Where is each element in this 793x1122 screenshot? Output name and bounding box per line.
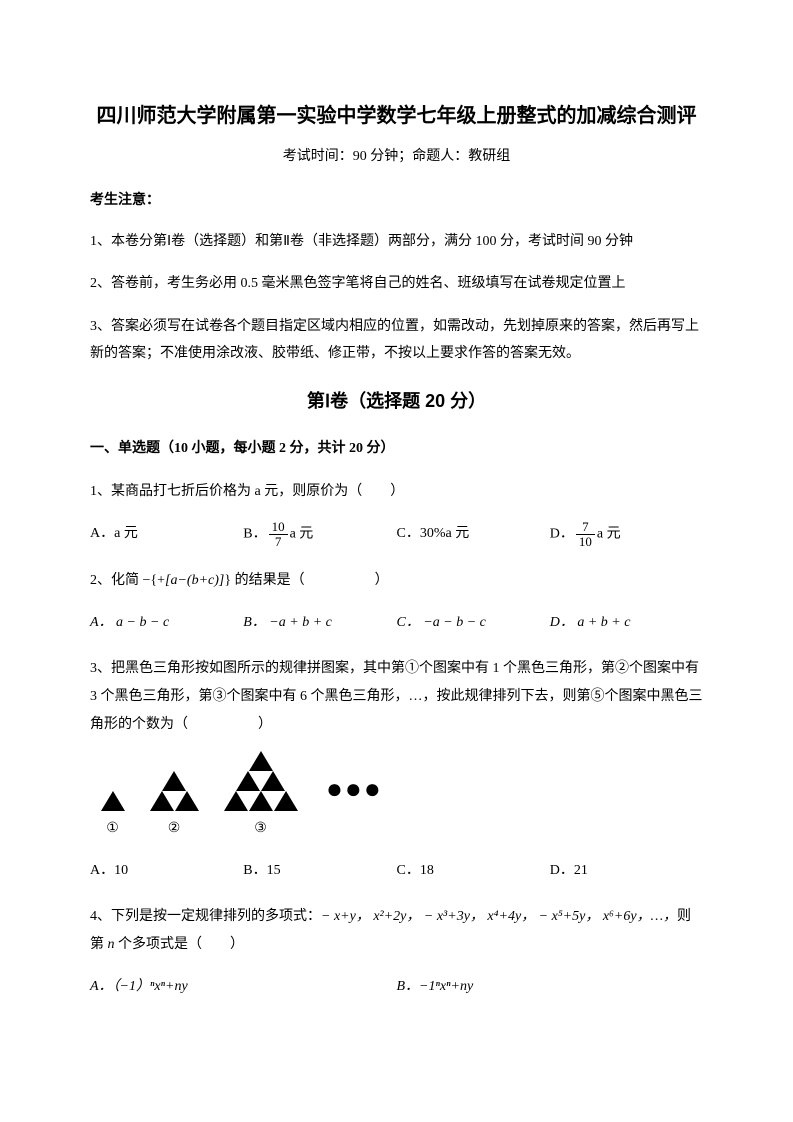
q3-fig-1-stack: [100, 791, 125, 811]
q3-option-c: C．18: [397, 857, 550, 885]
q1-optb-suffix: a 元: [290, 527, 314, 542]
q4-seq: − x+y， x²+2y， − x³+3y， x⁴+4y， − x⁵+5y， x…: [321, 909, 677, 924]
q3-stem: 3、把黑色三角形按如图所示的规律拼图案，其中第①个图案中有 1 个黑色三角形，第…: [90, 655, 703, 739]
triangle-icon: [261, 771, 285, 791]
q1-optd-den: 10: [576, 535, 595, 549]
q3-fig-1-label: ①: [100, 815, 125, 843]
q3-fig-2-stack: [149, 771, 199, 811]
q1-optb-den: 7: [269, 535, 288, 549]
q1-opta-prefix: A．: [90, 526, 114, 541]
q4-stem: 4、下列是按一定规律排列的多项式：− x+y， x²+2y， − x³+3y， …: [90, 903, 703, 959]
triangle-icon: [274, 791, 298, 811]
q3-option-b: B．15: [243, 857, 396, 885]
q1-option-d: D．710a 元: [550, 520, 703, 548]
question-4: 4、下列是按一定规律排列的多项式：− x+y， x²+2y， − x³+3y， …: [90, 903, 703, 1001]
q3-fig-3-stack: [223, 751, 298, 811]
q1-options: A．a 元 B．107a 元 C．30%a 元 D．710a 元: [90, 520, 703, 548]
q1-optd-suffix: a 元: [597, 527, 621, 542]
q2-stem-prefix: 2、化简 −{+: [90, 573, 165, 588]
q1-option-c: C．30%a 元: [397, 520, 550, 548]
q1-optd-fraction: 710: [576, 520, 595, 548]
exam-subtitle: 考试时间：90 分钟；命题人：教研组: [90, 146, 703, 168]
q3-fig-2: ②: [149, 771, 199, 843]
triangle-icon: [249, 791, 273, 811]
q2-option-d: D． a + b + c: [550, 609, 703, 637]
q2-stem-suffix: } 的结果是（ ）: [224, 573, 388, 588]
q1-optb-num: 10: [269, 520, 288, 535]
q4-stem-prefix: 4、下列是按一定规律排列的多项式：: [90, 909, 321, 924]
q4-var-n: n: [108, 937, 115, 952]
q1-optb-prefix: B．: [243, 527, 266, 542]
notice-heading: 考生注意：: [90, 190, 703, 212]
q3-figure: ① ② ③ ●●●: [100, 751, 703, 843]
q2-stem: 2、化简 −{+[a−(b+c)]} 的结果是（ ）: [90, 567, 703, 595]
q1-optb-fraction: 107: [269, 520, 288, 548]
q2-options: A． a − b − c B． −a + b + c C． −a − b − c…: [90, 609, 703, 637]
q2-option-c: C． −a − b − c: [397, 609, 550, 637]
q1-optd-num: 7: [576, 520, 595, 535]
notice-item-1: 1、本卷分第Ⅰ卷（选择题）和第Ⅱ卷（非选择题）两部分，满分 100 分，考试时间…: [90, 229, 703, 256]
question-1: 1、某商品打七折后价格为 a 元，则原价为（ ） A．a 元 B．107a 元 …: [90, 478, 703, 548]
q3-option-d: D．21: [550, 857, 703, 885]
q4-stem-suffix-post: 个多项式是（ ）: [115, 937, 245, 952]
q3-fig-3-label: ③: [223, 815, 298, 843]
q3-fig-1: ①: [100, 791, 125, 843]
q3-option-a: A．10: [90, 857, 243, 885]
triangle-icon: [162, 771, 186, 791]
q3-fig-3: ③: [223, 751, 298, 843]
notice-item-3: 3、答案必须写在试卷各个题目指定区域内相应的位置，如需改动，先划掉原来的答案，然…: [90, 314, 703, 367]
triangle-icon: [175, 791, 199, 811]
question-2: 2、化简 −{+[a−(b+c)]} 的结果是（ ） A． a − b − c …: [90, 567, 703, 637]
q3-options: A．10 B．15 C．18 D．21: [90, 857, 703, 885]
triangle-icon: [236, 771, 260, 791]
exam-title: 四川师范大学附属第一实验中学数学七年级上册整式的加减综合测评: [90, 100, 703, 132]
triangle-icon: [101, 791, 125, 811]
subsection-heading: 一、单选题（10 小题，每小题 2 分，共计 20 分）: [90, 438, 703, 460]
q4-options: A．（−1）ⁿxⁿ+ny B．−1ⁿxⁿ+ny: [90, 973, 703, 1001]
q4-option-a: A．（−1）ⁿxⁿ+ny: [90, 973, 397, 1001]
triangle-icon: [249, 751, 273, 771]
q1-optc-prefix: C．: [397, 526, 420, 541]
triangle-icon: [224, 791, 248, 811]
q2-option-b: B． −a + b + c: [243, 609, 396, 637]
q1-option-b: B．107a 元: [243, 520, 396, 548]
q3-fig-2-label: ②: [149, 815, 199, 843]
question-3: 3、把黑色三角形按如图所示的规律拼图案，其中第①个图案中有 1 个黑色三角形，第…: [90, 655, 703, 885]
q2-stem-expr: [a−(b+c)]: [165, 573, 224, 588]
q4-option-b: B．−1ⁿxⁿ+ny: [397, 973, 704, 1001]
q3-ellipsis: ●●●: [326, 762, 383, 818]
q1-opta-text: a 元: [114, 526, 138, 541]
q1-optc-text: 30%a 元: [420, 526, 469, 541]
q1-optd-prefix: D．: [550, 527, 574, 542]
triangle-icon: [150, 791, 174, 811]
section-1-title: 第Ⅰ卷（选择题 20 分）: [90, 387, 703, 416]
q2-option-a: A． a − b − c: [90, 609, 243, 637]
notice-item-2: 2、答卷前，考生务必用 0.5 毫米黑色签字笔将自己的姓名、班级填写在试卷规定位…: [90, 271, 703, 298]
q1-option-a: A．a 元: [90, 520, 243, 548]
q1-stem: 1、某商品打七折后价格为 a 元，则原价为（ ）: [90, 478, 703, 506]
